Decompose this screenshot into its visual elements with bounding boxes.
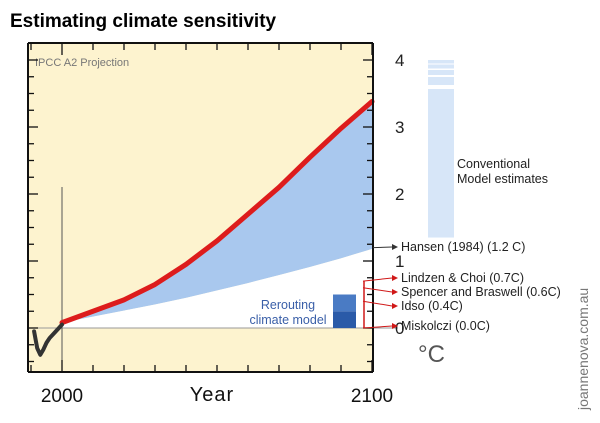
rerouting-bar-dark	[333, 311, 356, 328]
rerouting-label-1: Rerouting	[261, 298, 315, 312]
rerouting-bar-light	[333, 294, 356, 312]
estimate-arrow	[362, 300, 393, 307]
plot-frame	[27, 42, 374, 373]
estimate-label: Spencer and Braswell (0.6C)	[401, 285, 561, 299]
low-sensitivity-zone	[62, 248, 372, 328]
conventional-stripe	[428, 77, 454, 85]
estimate-label: Miskolczi (0.0C)	[401, 319, 490, 333]
conventional-stripe	[428, 60, 454, 64]
estimate-label: Hansen (1984) (1.2 C)	[401, 240, 525, 254]
x-tick-labels: 2000 2100	[41, 386, 393, 407]
chart-title: Estimating climate sensitivity	[10, 11, 277, 32]
x-axis-title: Year	[190, 384, 234, 406]
y-tick-label-1: 1	[395, 252, 404, 271]
rerouting-label-2: climate model	[249, 313, 326, 327]
unit-label: °C	[418, 341, 445, 368]
estimate-arrow	[362, 287, 393, 293]
conventional-estimates-bars	[428, 60, 454, 238]
watermark: joannenova.com.au	[575, 288, 591, 411]
estimate-arrow	[362, 325, 393, 329]
conventional-stripe	[428, 64, 454, 69]
y-tick-label-4: 4	[395, 51, 404, 70]
projection-band	[62, 101, 372, 323]
estimate-arrowhead	[392, 289, 398, 295]
conventional-label-line2: Model estimates	[457, 172, 548, 186]
observed-temperature-line	[32, 322, 64, 357]
conventional-stripe	[428, 70, 454, 75]
x-tick-label-2100: 2100	[351, 386, 393, 407]
sensitivity-estimates: Hansen (1984) (1.2 C) Lindzen & Choi (0.7…	[362, 240, 561, 333]
ipcc-a2-projection-line	[59, 99, 375, 326]
estimate-arrowhead	[392, 244, 398, 250]
estimate-arrow	[362, 277, 393, 282]
y-tick-labels: 0 1 2 3 4	[395, 51, 404, 338]
estimate-arrowhead	[392, 323, 398, 329]
estimate-arrowhead	[392, 303, 398, 309]
conventional-bar	[428, 89, 454, 238]
conventional-label-line1: Conventional	[457, 157, 530, 171]
y-tick-label-0: 0	[395, 319, 404, 338]
estimate-arrow	[372, 246, 393, 249]
estimate-arrowhead	[392, 275, 398, 281]
estimate-label: Lindzen & Choi (0.7C)	[401, 271, 524, 285]
x-tick-label-2000: 2000	[41, 386, 83, 407]
estimate-label: Idso (0.4C)	[401, 299, 463, 313]
chart-subtitle: IPCC A2 Projection	[35, 57, 129, 69]
y-tick-label-2: 2	[395, 185, 404, 204]
y-tick-label-3: 3	[395, 118, 404, 137]
